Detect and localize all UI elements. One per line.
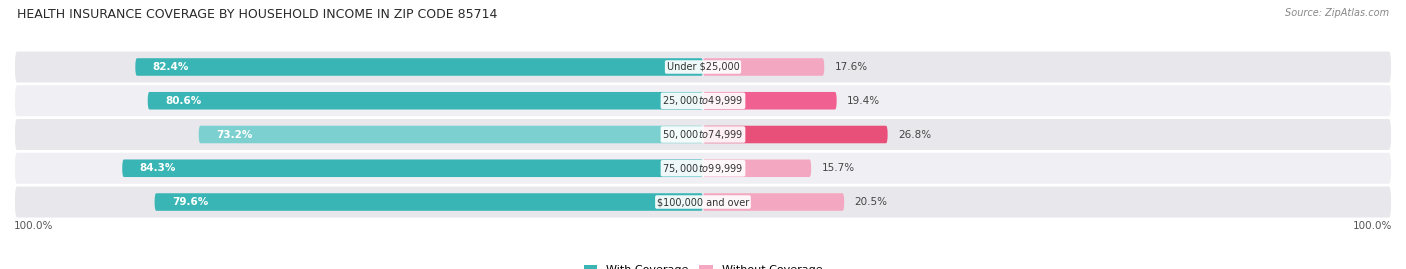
FancyBboxPatch shape <box>135 58 703 76</box>
Text: 84.3%: 84.3% <box>139 163 176 173</box>
Text: 15.7%: 15.7% <box>821 163 855 173</box>
Text: 100.0%: 100.0% <box>14 221 53 231</box>
FancyBboxPatch shape <box>14 84 1392 117</box>
Text: 79.6%: 79.6% <box>172 197 208 207</box>
Text: 80.6%: 80.6% <box>165 96 201 106</box>
Text: 19.4%: 19.4% <box>846 96 880 106</box>
FancyBboxPatch shape <box>703 58 824 76</box>
FancyBboxPatch shape <box>703 92 837 109</box>
Text: $25,000 to $49,999: $25,000 to $49,999 <box>662 94 744 107</box>
Text: $75,000 to $99,999: $75,000 to $99,999 <box>662 162 744 175</box>
FancyBboxPatch shape <box>14 118 1392 151</box>
Text: HEALTH INSURANCE COVERAGE BY HOUSEHOLD INCOME IN ZIP CODE 85714: HEALTH INSURANCE COVERAGE BY HOUSEHOLD I… <box>17 8 498 21</box>
Text: $50,000 to $74,999: $50,000 to $74,999 <box>662 128 744 141</box>
FancyBboxPatch shape <box>122 160 703 177</box>
FancyBboxPatch shape <box>703 160 811 177</box>
Text: 17.6%: 17.6% <box>835 62 868 72</box>
Text: Source: ZipAtlas.com: Source: ZipAtlas.com <box>1285 8 1389 18</box>
Text: 26.8%: 26.8% <box>898 129 931 140</box>
Text: Under $25,000: Under $25,000 <box>666 62 740 72</box>
Text: 73.2%: 73.2% <box>217 129 252 140</box>
Text: 20.5%: 20.5% <box>855 197 887 207</box>
FancyBboxPatch shape <box>148 92 703 109</box>
Text: 82.4%: 82.4% <box>152 62 188 72</box>
FancyBboxPatch shape <box>703 193 844 211</box>
Text: 100.0%: 100.0% <box>1353 221 1392 231</box>
Legend: With Coverage, Without Coverage: With Coverage, Without Coverage <box>583 265 823 269</box>
FancyBboxPatch shape <box>14 51 1392 84</box>
FancyBboxPatch shape <box>14 185 1392 218</box>
Text: $100,000 and over: $100,000 and over <box>657 197 749 207</box>
FancyBboxPatch shape <box>155 193 703 211</box>
FancyBboxPatch shape <box>703 126 887 143</box>
FancyBboxPatch shape <box>198 126 703 143</box>
FancyBboxPatch shape <box>14 152 1392 185</box>
